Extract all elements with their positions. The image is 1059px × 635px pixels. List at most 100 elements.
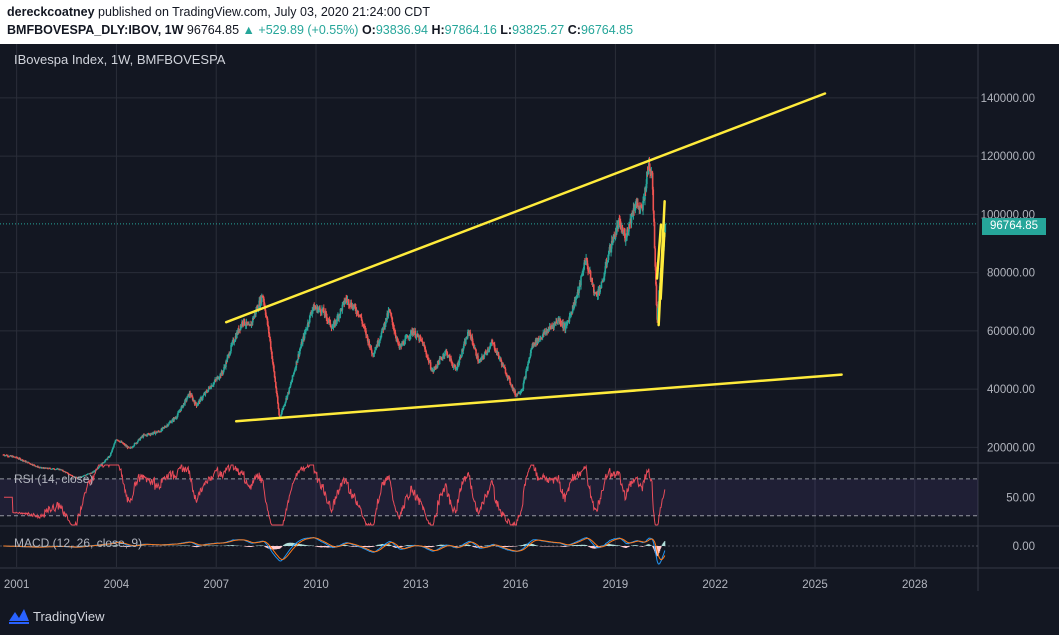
candle-body [438, 358, 441, 365]
candle-body [583, 262, 585, 270]
tradingview-logo-icon[interactable] [8, 606, 30, 626]
candle-body [525, 368, 528, 372]
chart-area[interactable]: 20000.00 40000.00 60000.00 80000.00 100000.0… [0, 44, 1059, 635]
candle-body [420, 339, 423, 341]
candle-body [624, 240, 627, 242]
candle-body [356, 310, 359, 315]
candle-body [276, 392, 278, 397]
candle-body [604, 266, 607, 273]
candle-body [319, 309, 322, 313]
candle-body [580, 275, 583, 277]
candle-body [427, 357, 429, 359]
candle-body [377, 340, 380, 345]
symbol-interval: BMFBOVESPA_DLY:IBOV, 1W [7, 23, 184, 37]
candle-body [395, 336, 397, 339]
candle-body [163, 427, 165, 428]
candle-body [215, 379, 218, 381]
candle-body [610, 240, 613, 249]
candle-body [176, 415, 179, 418]
candle-body [300, 342, 303, 347]
candle-body [275, 387, 278, 393]
candle-body [458, 363, 460, 366]
candle-body [280, 412, 283, 416]
candle-body [289, 383, 292, 387]
trendline-lower [234, 373, 843, 423]
candle-body [184, 399, 186, 405]
candle-body [253, 315, 255, 319]
time-tick-label: 2022 [702, 579, 728, 591]
candle-body [637, 202, 639, 206]
candle-body [493, 343, 495, 345]
candle-body [55, 469, 58, 470]
candle-body [582, 269, 585, 272]
candle-body [436, 361, 439, 367]
candle-body [324, 311, 326, 316]
candle-body [244, 324, 246, 326]
price-tick-label: 40000.00 [987, 384, 1035, 396]
candle-body [111, 449, 113, 453]
candle-body [390, 315, 393, 318]
candle-body [653, 221, 656, 249]
candle-body [581, 272, 584, 276]
candle-body [534, 345, 536, 347]
candle-body [592, 284, 595, 293]
candle-body [444, 350, 447, 355]
candle-body [102, 462, 105, 464]
candle-body [473, 346, 475, 349]
candle-body [371, 350, 373, 354]
candle-body [619, 220, 621, 222]
price-chart-svg[interactable]: 20000.0040000.0060000.0080000.00100000.0… [0, 44, 1059, 635]
candle-body [218, 378, 220, 380]
candle-body [554, 322, 557, 324]
candle-body [283, 405, 285, 407]
candle-body [410, 330, 412, 336]
candle-body [527, 362, 530, 364]
candle-body [159, 431, 162, 433]
candle-body [124, 444, 126, 446]
candle-body [345, 298, 348, 300]
candle-body [292, 372, 295, 375]
candle-body [266, 318, 269, 325]
candle-body [656, 308, 659, 320]
candle-body [129, 447, 131, 449]
candle-body [529, 353, 532, 357]
last-price: 96764.85 [186, 23, 240, 37]
brand-name[interactable]: TradingView [33, 609, 105, 624]
candle-body [626, 229, 628, 238]
candle-body [566, 321, 569, 323]
candle-body [349, 305, 351, 307]
candle-body [482, 356, 484, 358]
candle-body [338, 314, 340, 319]
candle-body [299, 348, 301, 351]
candle-body [620, 229, 623, 230]
candle-body [362, 324, 365, 327]
candle-body [202, 395, 204, 399]
candle-body [611, 240, 614, 244]
candle-body [559, 319, 562, 324]
candle-body [541, 335, 544, 338]
candle-body [299, 346, 302, 349]
candle-body [99, 465, 102, 467]
author-name[interactable]: dereckcoatney [7, 5, 95, 19]
candle-body [454, 367, 457, 370]
candle-body [647, 171, 649, 174]
candle-body [466, 331, 469, 338]
candle-body [404, 338, 406, 345]
candle-body [167, 424, 170, 426]
candle-body [195, 401, 197, 405]
candle-body [20, 460, 23, 461]
candle-body [165, 425, 168, 428]
candle-body [250, 322, 253, 327]
close-label: C: [567, 23, 581, 37]
candle-body [75, 477, 78, 478]
candle-body [314, 307, 317, 309]
candle-body [608, 250, 610, 255]
candle-body [446, 352, 449, 357]
candle-body [288, 387, 291, 393]
candle-body [642, 199, 645, 202]
candle-body [12, 456, 15, 457]
candle-body [539, 338, 541, 340]
high-label: H: [431, 23, 445, 37]
candle-body [494, 349, 497, 352]
candle-body [217, 376, 220, 380]
